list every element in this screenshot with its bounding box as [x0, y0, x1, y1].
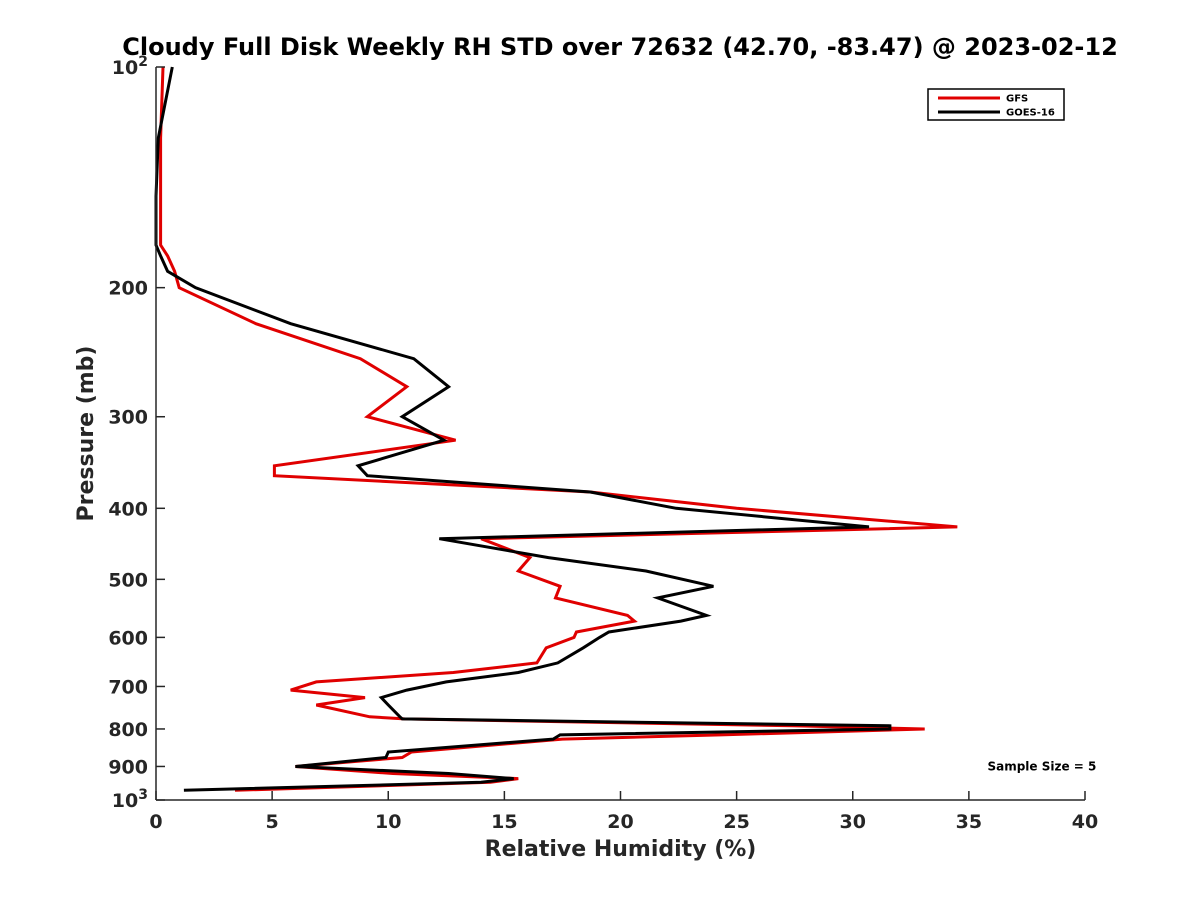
legend-items: GFS GOES-16: [938, 94, 1055, 119]
legend-label: GOES-16: [1006, 108, 1055, 119]
y-tick-label: 600: [108, 627, 148, 649]
x-tick-label: 25: [723, 811, 749, 833]
y-tick-label: 102: [112, 54, 148, 79]
y-tick-label: 800: [108, 719, 148, 741]
series-layer: [154, 66, 958, 792]
x-tick-label: 0: [149, 811, 162, 833]
series-line-goes-16: [154, 66, 892, 792]
y-tick-label: 200: [108, 278, 148, 300]
x-tick-label: 40: [1072, 811, 1098, 833]
annotations: Sample Size = 5: [987, 759, 1096, 773]
legend: GFS GOES-16: [927, 88, 1065, 121]
y-axis-ticks: 102 200 300 400 500 600 700 800 900 103: [108, 54, 165, 812]
x-axis-label: Relative Humidity (%): [485, 837, 757, 862]
x-tick-label: 15: [491, 811, 517, 833]
plot-frame: [156, 67, 1085, 800]
x-tick-label: 20: [607, 811, 633, 833]
y-tick-label: 400: [108, 498, 148, 520]
x-tick-label: 10: [375, 811, 401, 833]
y-tick-label: 300: [108, 407, 148, 429]
legend-label: GFS: [1006, 94, 1028, 105]
x-axis-ticks: 0 5 10 15 20 25 30 35 40: [149, 791, 1098, 833]
y-tick-label: 700: [108, 676, 148, 698]
series-line-gfs: [159, 66, 958, 792]
chart-title: Cloudy Full Disk Weekly RH STD over 7263…: [122, 33, 1118, 61]
y-tick-label: 103: [112, 787, 148, 812]
y-tick-label: 500: [108, 569, 148, 591]
y-tick-label: 900: [108, 756, 148, 778]
x-tick-label: 35: [956, 811, 982, 833]
x-tick-label: 30: [840, 811, 866, 833]
x-tick-label: 5: [266, 811, 279, 833]
legend-box: [927, 88, 1065, 121]
y-axis-label: Pressure (mb): [74, 346, 99, 522]
plot-area: 0 5 10 15 20 25 30 35 40 102 200 300 400 500 600 700 80…: [108, 54, 1098, 833]
sample-size-annotation: Sample Size = 5: [987, 759, 1096, 773]
